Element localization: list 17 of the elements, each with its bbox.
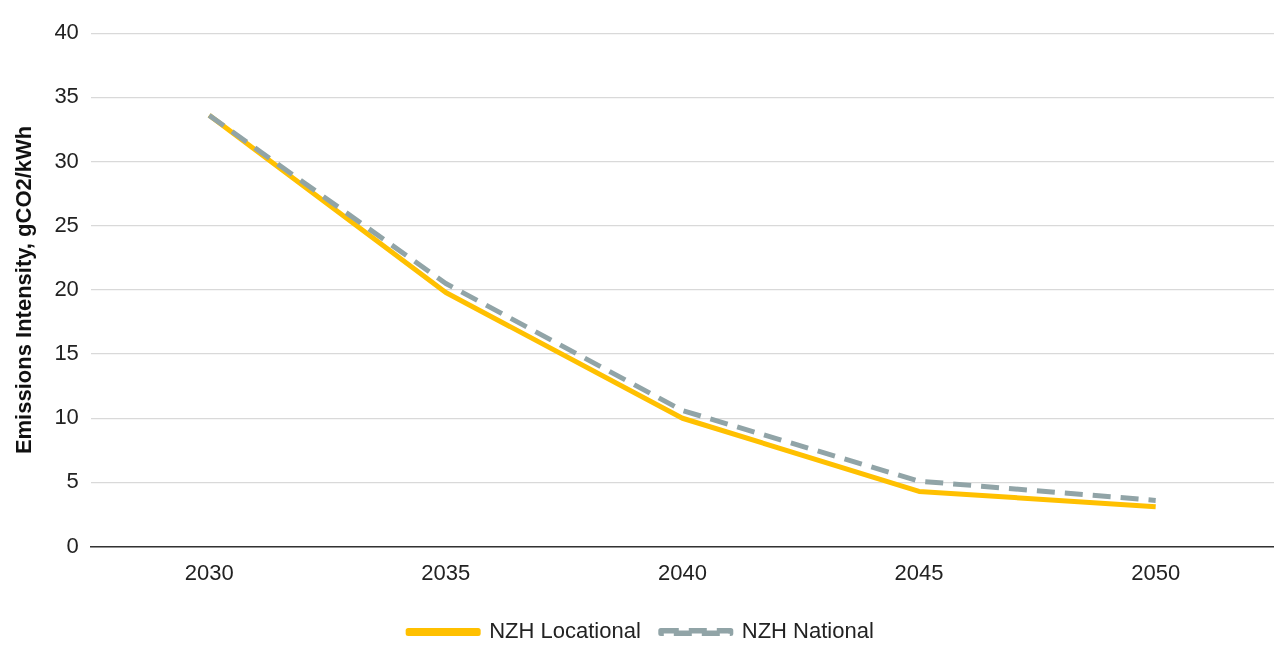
y-tick-label: 35 <box>54 83 79 109</box>
y-tick-label: 10 <box>54 404 79 430</box>
y-tick-label: 30 <box>54 147 79 173</box>
y-tick-label: 40 <box>54 19 79 45</box>
legend-label: NZH National <box>741 618 874 644</box>
x-tick-label: 2035 <box>421 559 471 585</box>
y-tick-label: 0 <box>66 532 79 558</box>
x-tick-label: 2030 <box>184 559 234 585</box>
y-tick-label: 20 <box>54 275 79 301</box>
y-tick-label: 25 <box>54 211 79 237</box>
x-tick-label: 2050 <box>1131 559 1181 585</box>
y-axis-title: Emissions Intensity, gCO2/kWh <box>11 125 37 455</box>
x-tick-label: 2045 <box>894 559 944 585</box>
y-tick-label: 15 <box>54 340 79 366</box>
legend-label: NZH Locational <box>489 618 641 644</box>
y-tick-label: 5 <box>66 468 79 494</box>
x-tick-label: 2040 <box>657 559 707 585</box>
